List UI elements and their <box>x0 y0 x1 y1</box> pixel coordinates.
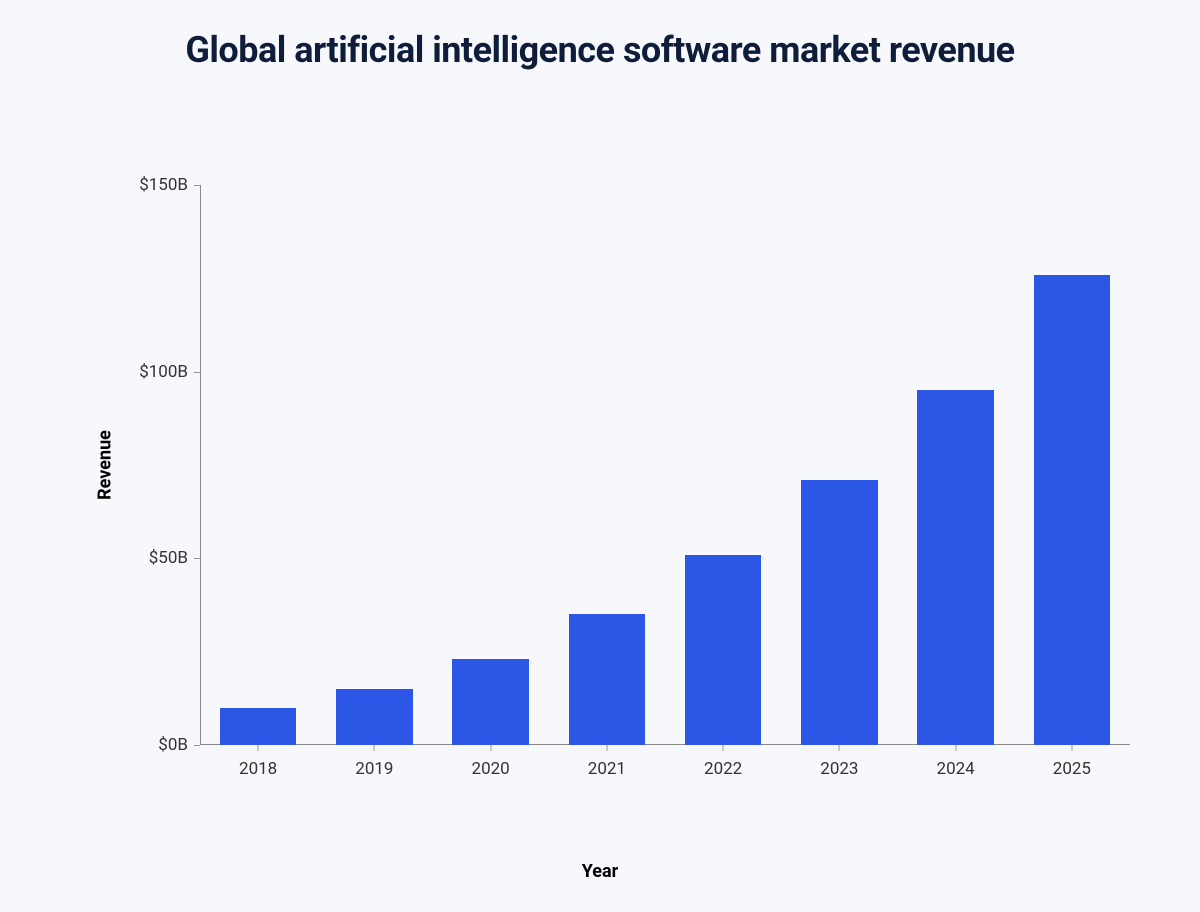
bar <box>452 659 529 745</box>
y-tick-label: $0B <box>158 735 188 755</box>
x-tick-label: 2020 <box>472 759 510 779</box>
y-tick-mark <box>194 372 200 373</box>
y-axis-line <box>200 185 201 745</box>
x-tick-mark <box>606 745 607 751</box>
x-tick-mark <box>374 745 375 751</box>
y-tick-label: $150B <box>139 175 188 195</box>
x-tick-mark <box>490 745 491 751</box>
x-tick-label: 2024 <box>937 759 975 779</box>
y-tick-mark <box>194 185 200 186</box>
x-tick-mark <box>723 745 724 751</box>
x-tick-mark <box>258 745 259 751</box>
bar <box>917 390 994 745</box>
y-tick-mark <box>194 558 200 559</box>
x-tick-label: 2018 <box>239 759 277 779</box>
bar <box>801 480 878 745</box>
chart-container: Global artificial intelligence software … <box>0 0 1200 912</box>
x-tick-label: 2025 <box>1053 759 1091 779</box>
x-axis-label: Year <box>582 861 619 882</box>
y-tick-label: $100B <box>139 362 188 382</box>
x-tick-label: 2023 <box>820 759 858 779</box>
bar <box>569 614 646 745</box>
y-axis-label: Revenue <box>94 430 115 500</box>
x-tick-mark <box>1071 745 1072 751</box>
x-tick-label: 2021 <box>588 759 626 779</box>
y-tick-label: $50B <box>149 548 188 568</box>
plot-area: $0B$50B$100B$150B20182019202020212022202… <box>200 185 1130 745</box>
chart-title: Global artificial intelligence software … <box>0 0 1200 73</box>
x-tick-label: 2022 <box>704 759 742 779</box>
x-tick-mark <box>955 745 956 751</box>
bar <box>685 555 762 745</box>
bar <box>220 708 297 745</box>
y-tick-mark <box>194 745 200 746</box>
bar <box>1034 275 1111 745</box>
bar <box>336 689 413 745</box>
x-tick-label: 2019 <box>355 759 393 779</box>
x-tick-mark <box>839 745 840 751</box>
